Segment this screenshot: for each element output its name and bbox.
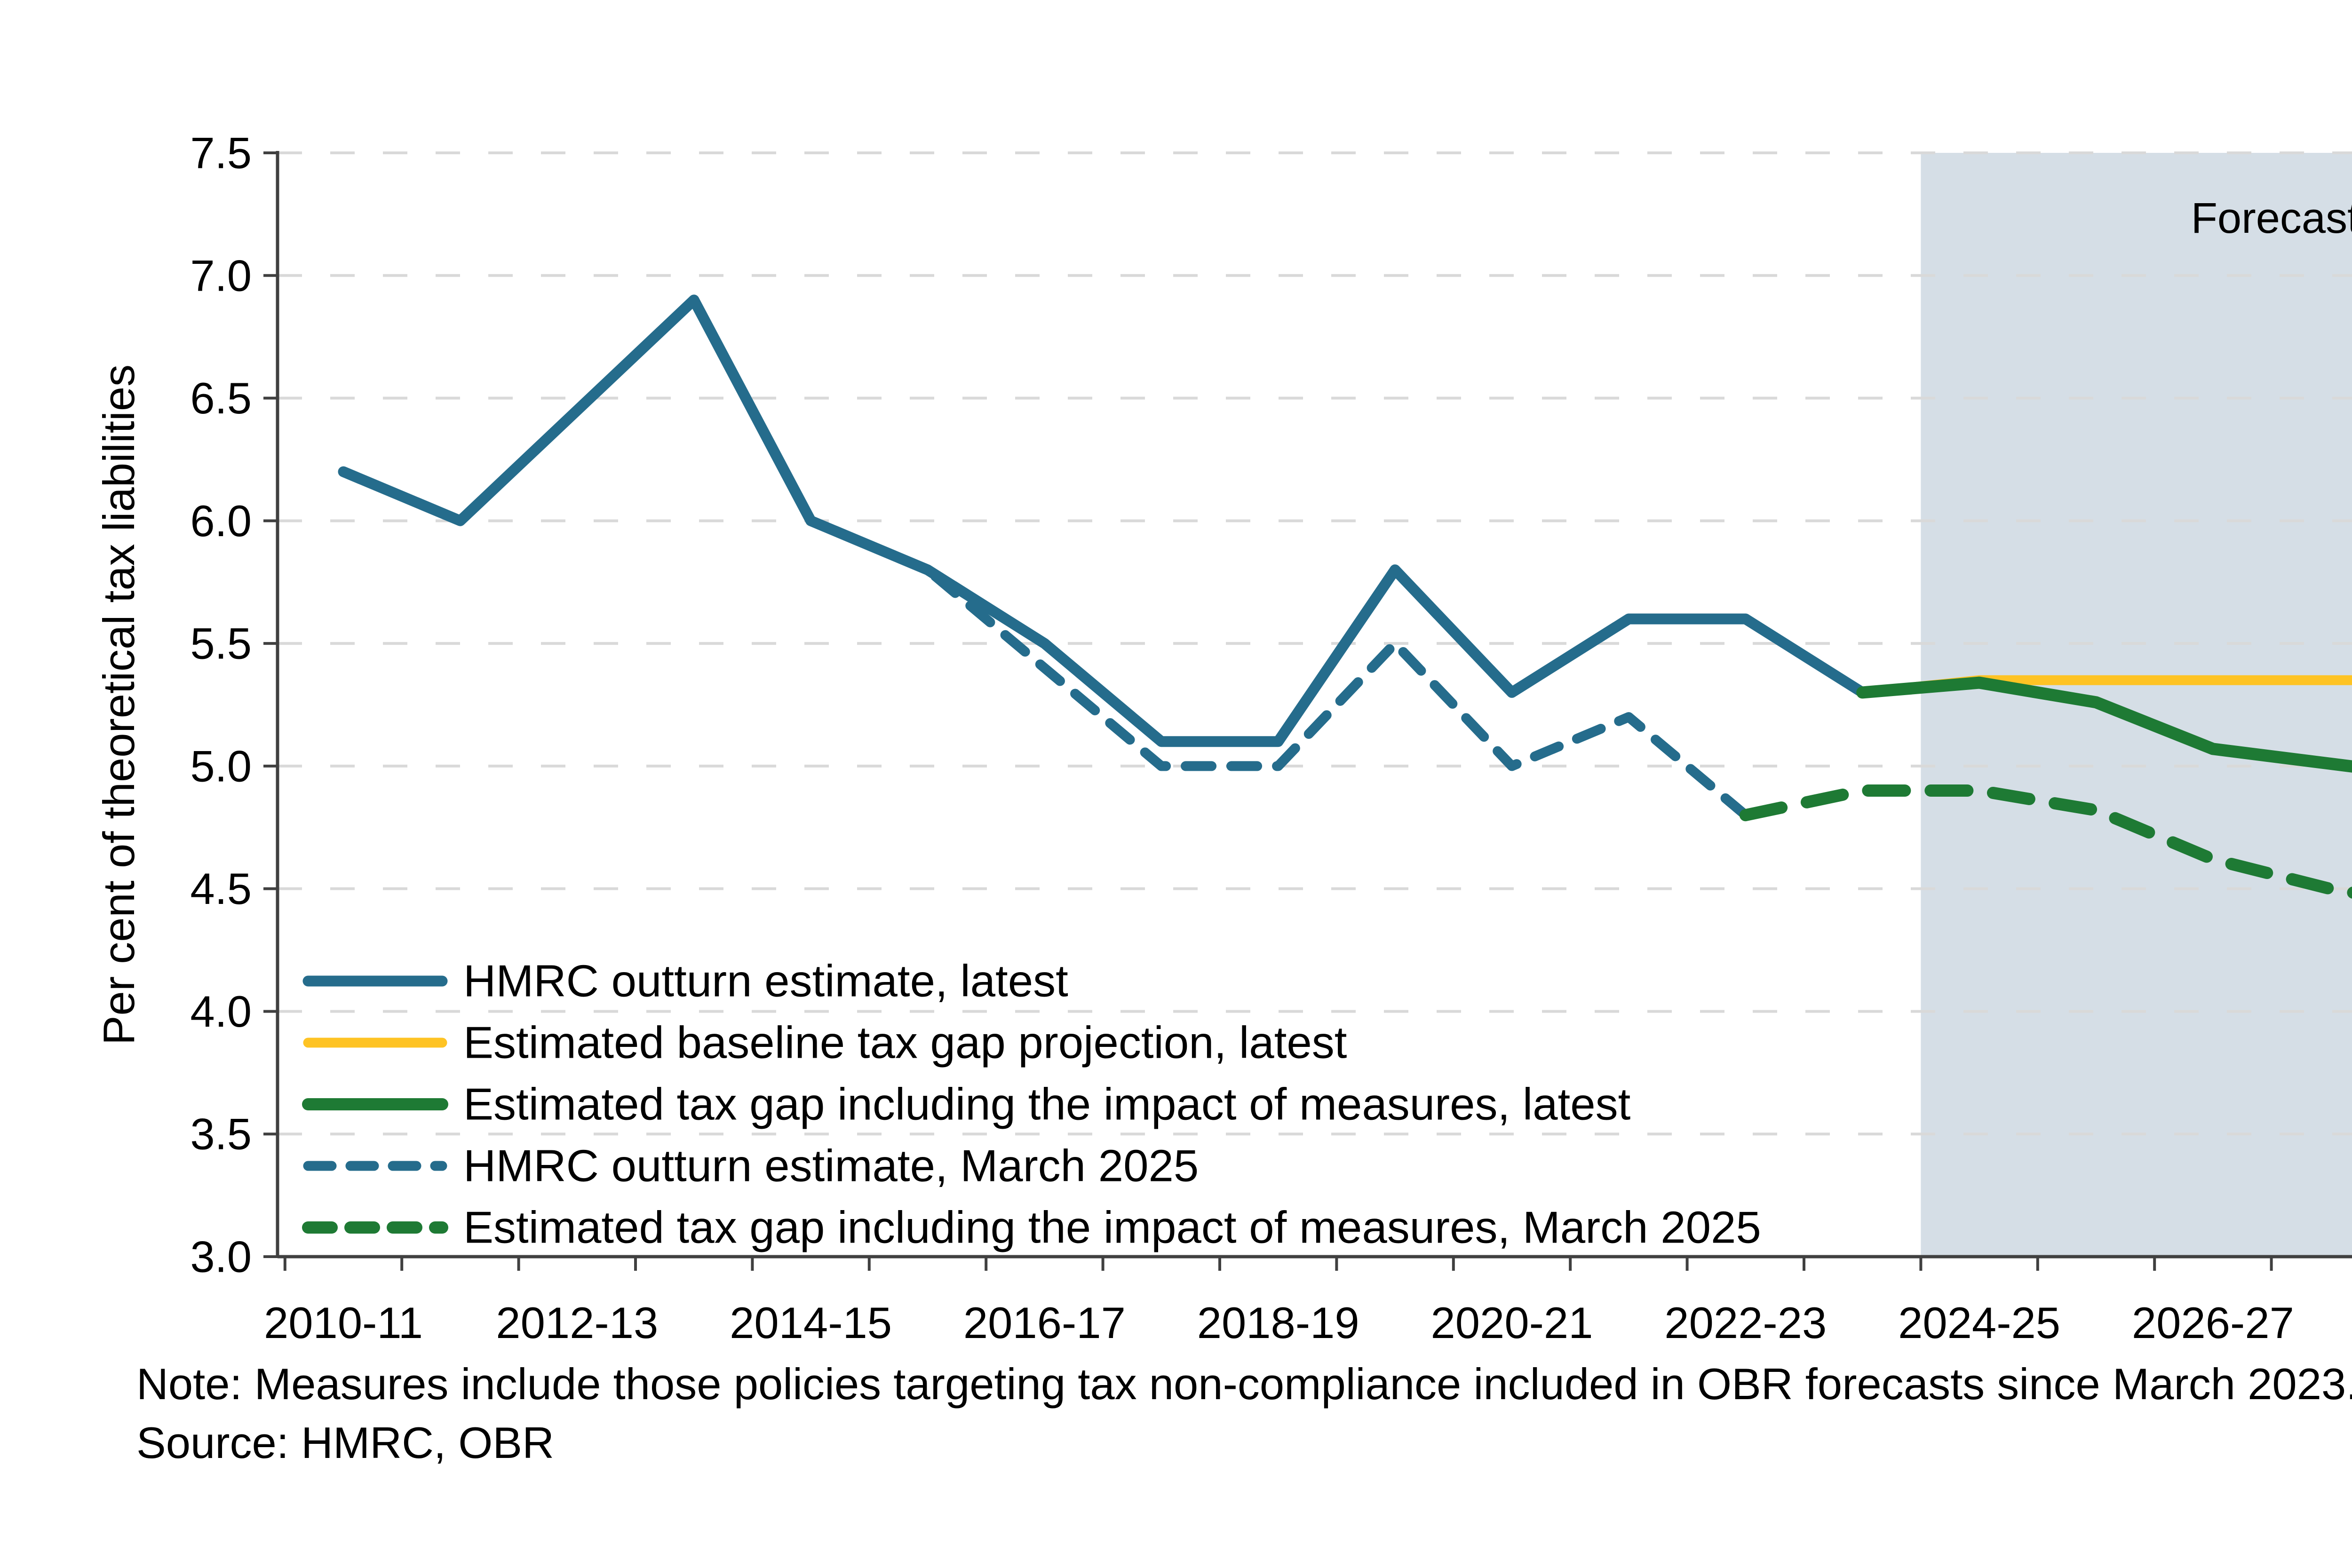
y-tick-label: 3.0 — [190, 1232, 252, 1282]
x-tick-label: 2018-19 — [1197, 1298, 1359, 1347]
x-tick-label: 2012-13 — [496, 1298, 658, 1347]
legend-label: HMRC outturn estimate, latest — [463, 956, 1068, 1006]
x-tick-label: 2022-23 — [1664, 1298, 1827, 1347]
x-tick-label: 2024-25 — [1898, 1298, 2060, 1347]
gridlines — [278, 151, 2352, 1136]
legend-label: Estimated tax gap including the impact o… — [463, 1079, 1630, 1130]
x-tick-label: 2020-21 — [1431, 1298, 1593, 1347]
x-tick-label: 2016-17 — [963, 1298, 1126, 1347]
y-tick-label: 6.5 — [190, 373, 252, 423]
y-tick-label: 4.0 — [190, 987, 252, 1036]
forecast-band — [1921, 153, 2352, 1257]
chart-note: Note: Measures include those policies ta… — [136, 1359, 2352, 1409]
series-lines — [338, 294, 2352, 899]
x-tick-label: 2014-15 — [730, 1298, 892, 1347]
series-line-2 — [1856, 676, 2352, 773]
series-line-0 — [338, 294, 1868, 747]
y-tick-label: 5.5 — [190, 619, 252, 668]
y-tick-label: 5.0 — [190, 741, 252, 791]
legend-label: Estimated baseline tax gap projection, l… — [463, 1018, 1347, 1068]
y-tick-label: 3.5 — [190, 1109, 252, 1159]
legend: HMRC outturn estimate, latest Estimated b… — [302, 956, 1761, 1253]
x-tick-label: 2010-11 — [264, 1298, 423, 1347]
x-tick-label: 2026-27 — [2132, 1298, 2294, 1347]
y-axis-title: Per cent of theoretical tax liabilities — [94, 364, 143, 1045]
y-tick-label: 7.5 — [190, 128, 252, 178]
series-line-3 — [806, 515, 1751, 820]
series-line-4 — [1739, 784, 2352, 899]
axes — [263, 151, 2352, 1271]
legend-label: Estimated tax gap including the impact o… — [463, 1203, 1761, 1253]
legend-label: HMRC outturn estimate, March 2025 — [463, 1141, 1199, 1191]
y-tick-label: 4.5 — [190, 864, 252, 913]
forecast-band-rect — [1921, 153, 2352, 1257]
chart-source: Source: HMRC, OBR — [136, 1418, 554, 1467]
axis-tick-labels: 3.0 3.5 4.0 4.5 5.0 5.5 6.0 6.5 7.0 7.5 2010-11 201… — [190, 128, 2294, 1348]
forecast-label: Forecast — [2191, 194, 2352, 242]
y-tick-label: 6.0 — [190, 496, 252, 546]
y-tick-label: 7.0 — [190, 251, 252, 300]
